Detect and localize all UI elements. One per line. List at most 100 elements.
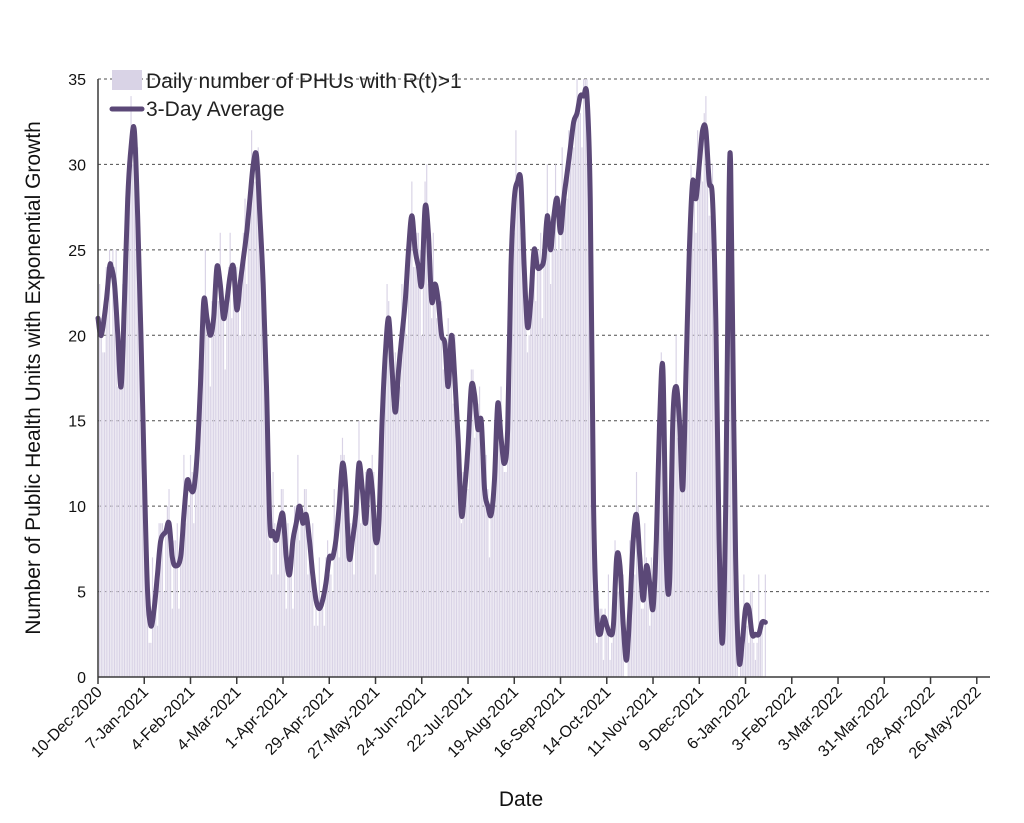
daily-bar [660,352,662,677]
daily-bar [183,454,185,677]
daily-bar [716,489,719,677]
daily-bar [107,266,109,677]
daily-bar [447,318,449,677]
daily-bar [764,574,766,677]
daily-bar [341,437,344,677]
daily-bar [115,249,117,678]
daily-bar [515,130,517,677]
daily-bar [345,540,347,677]
daily-bar [639,557,641,677]
daily-bar [642,608,644,677]
daily-bar [507,403,509,677]
daily-bar [365,471,367,677]
daily-bar [353,574,355,677]
daily-bar [374,574,377,677]
daily-bar [361,489,363,677]
daily-bar [477,403,479,677]
daily-bar [389,352,391,677]
daily-bar [754,659,757,677]
daily-bar [432,232,434,677]
daily-bar [609,659,611,677]
daily-bar [401,284,403,677]
axes [97,79,990,684]
daily-bar [650,557,652,677]
daily-bar [526,352,529,677]
daily-bar [586,79,588,677]
daily-bar [421,335,423,677]
legend-label-bars: Daily number of PHUs with R(t)>1 [146,70,462,93]
daily-bar [508,301,510,677]
daily-bar [173,540,175,677]
daily-bar [100,318,102,677]
daily-bar [213,284,215,677]
daily-bar [171,608,173,677]
daily-bar [505,471,507,677]
daily-bar [464,471,466,677]
daily-bar [348,523,350,677]
x-axis-title: Date [499,788,543,811]
daily-bar [218,301,220,677]
daily-bar [277,574,279,677]
daily-bar [455,386,458,677]
daily-bar [234,266,236,677]
daily-bar [307,574,309,677]
daily-bar [227,266,230,677]
daily-bar [379,420,382,677]
daily-bar [576,79,578,677]
daily-bar [317,625,319,677]
daily-bar [442,369,444,677]
daily-bar [564,198,567,677]
daily-bar [439,301,441,677]
daily-bar [178,608,180,677]
daily-bar [487,489,489,677]
daily-bar [166,506,168,677]
daily-bar [652,591,654,677]
daily-bar [112,249,114,678]
daily-bar [619,574,621,677]
daily-bar [137,147,139,678]
daily-bar [635,471,638,677]
daily-bar [191,471,193,677]
daily-bar [670,557,672,677]
daily-bar [318,557,320,677]
daily-bar [690,164,692,677]
daily-bar [264,352,266,677]
daily-bar [460,523,462,677]
daily-bar [513,232,515,677]
daily-bar [498,437,500,677]
daily-bar [120,386,122,677]
daily-bar [579,113,581,678]
daily-bar [657,471,659,677]
daily-bar [682,454,684,677]
daily-bar [350,523,352,677]
daily-bar [599,608,601,677]
daily-bar [571,147,573,678]
daily-bar [312,523,314,677]
daily-bar [330,574,332,677]
daily-bar [336,523,339,677]
daily-bar [698,164,700,677]
daily-bar [272,471,274,677]
daily-bar [700,147,702,678]
daily-bar [270,574,273,677]
daily-bar [118,369,121,677]
y-tick-label: 10 [68,499,86,516]
daily-bar [355,489,357,677]
daily-bar [163,591,165,677]
daily-bar [470,369,472,677]
daily-bar [346,540,349,677]
daily-bar [528,335,530,677]
daily-bar [363,506,365,677]
daily-bar [601,608,603,677]
daily-bar [315,608,317,677]
daily-bar [612,625,614,677]
daily-bar [236,266,238,677]
daily-bar [280,489,282,677]
daily-bar [323,625,325,677]
daily-bar [417,232,420,677]
daily-bar [356,471,358,677]
daily-bar [150,642,152,677]
daily-bar [300,523,302,677]
daily-bar [553,198,555,677]
